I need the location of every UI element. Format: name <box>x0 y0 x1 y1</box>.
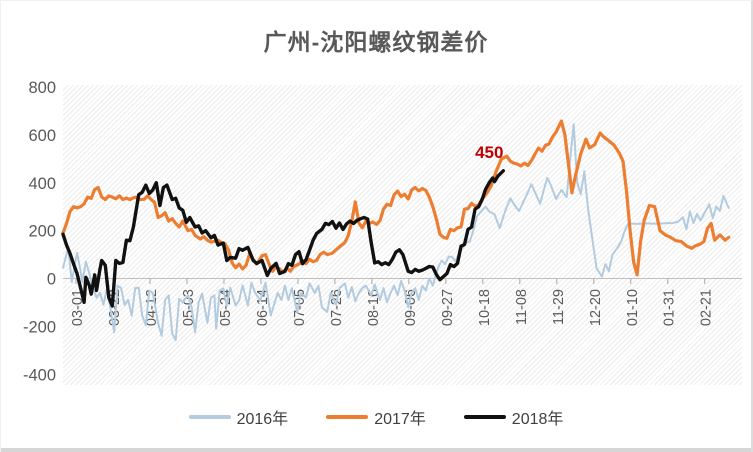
y-axis-label: 800 <box>28 79 56 97</box>
y-axis-label: -400 <box>23 366 56 384</box>
legend: 2016年 2017年 2018年 <box>1 402 751 432</box>
series-line-2016年 <box>62 123 730 342</box>
x-axis-label: 05-24 <box>218 289 234 326</box>
x-axis-label: 05-03 <box>181 289 197 326</box>
x-axis-label: 12-20 <box>588 289 604 326</box>
x-axis-label: 02-21 <box>699 289 715 326</box>
x-axis-label: 11-08 <box>514 289 530 325</box>
value-annotation: 450 <box>475 143 503 162</box>
legend-item-2016: 2016年 <box>188 405 289 429</box>
y-axis-label: 200 <box>28 223 56 241</box>
chart-title: 广州-沈阳螺纹钢差价 <box>263 29 489 55</box>
legend-line-swatch-2016 <box>188 415 231 419</box>
legend-line-swatch-2018 <box>463 415 506 419</box>
y-axis-label: -200 <box>23 318 56 336</box>
x-axis-label: 01-31 <box>662 289 678 326</box>
y-axis-label: 400 <box>28 175 56 193</box>
x-axis-label: 01-10 <box>625 289 641 326</box>
series-line-2017年 <box>61 119 731 277</box>
legend-label-2016: 2016年 <box>236 411 289 428</box>
series-line-2018年 <box>61 169 505 308</box>
legend-item-2017: 2017年 <box>326 405 426 429</box>
x-axis-label: 07-05 <box>292 289 308 326</box>
y-axis-label: 0 <box>47 271 56 289</box>
legend-label-2017: 2017年 <box>374 411 426 428</box>
legend-line-swatch-2017 <box>326 415 369 419</box>
x-axis-label: 08-16 <box>366 289 382 326</box>
x-axis-label: 10-18 <box>477 289 493 326</box>
x-axis-label: 11-29 <box>551 289 567 325</box>
bottom-divider <box>1 448 751 452</box>
legend-label-2018: 2018年 <box>511 411 564 428</box>
y-axis-label: 600 <box>28 127 56 145</box>
legend-item-2018: 2018年 <box>463 405 564 429</box>
x-axis-label: 09-27 <box>440 289 456 326</box>
